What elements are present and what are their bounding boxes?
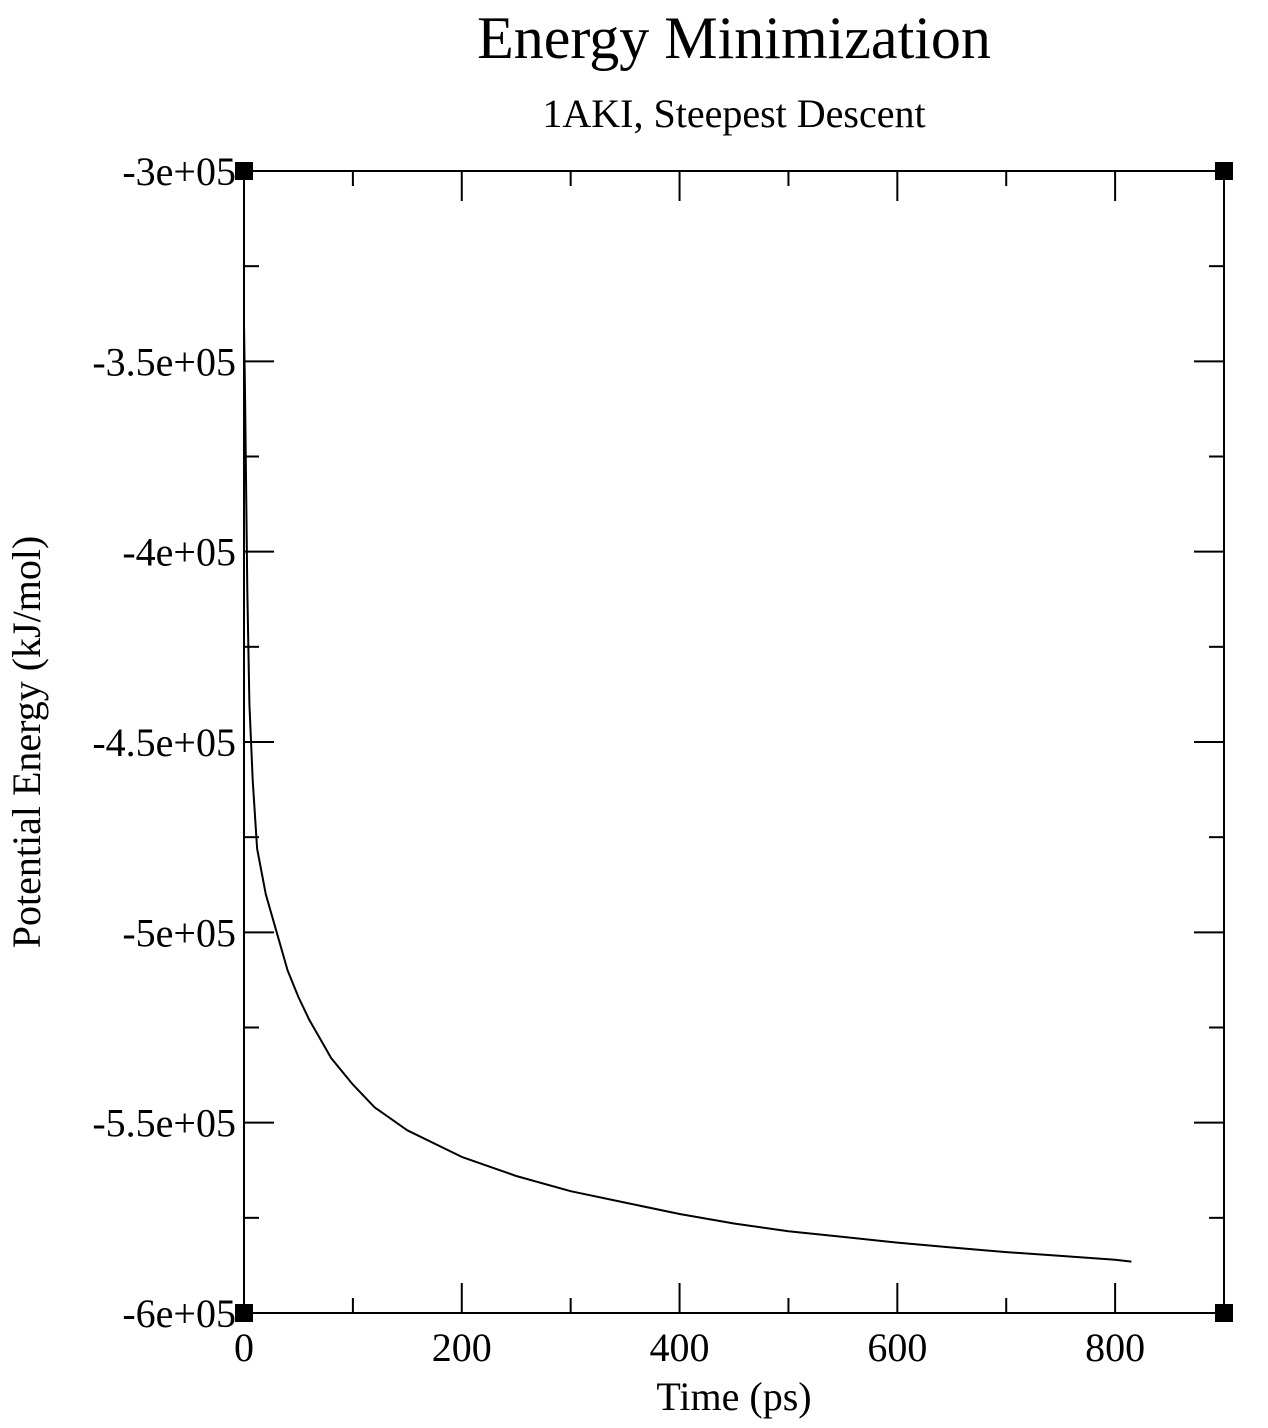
y-tick-label: -3e+05 bbox=[122, 149, 236, 194]
x-tick-label: 200 bbox=[432, 1325, 492, 1370]
chart-title: Energy Minimization bbox=[477, 5, 991, 71]
corner-marker bbox=[235, 1304, 253, 1322]
corner-marker bbox=[1215, 162, 1233, 180]
y-tick-label: -4.5e+05 bbox=[92, 720, 236, 765]
y-tick-label: -5.5e+05 bbox=[92, 1101, 236, 1146]
corner-marker bbox=[235, 162, 253, 180]
series-group bbox=[243, 323, 1132, 1263]
x-tick-label: 0 bbox=[234, 1325, 254, 1370]
corner-markers bbox=[235, 162, 1233, 1322]
chart-subtitle: 1AKI, Steepest Descent bbox=[542, 91, 925, 136]
x-tick-label: 800 bbox=[1085, 1325, 1145, 1370]
plot-frame bbox=[243, 170, 1225, 1314]
x-tick-label: 600 bbox=[867, 1325, 927, 1370]
y-tick-label: -5e+05 bbox=[122, 910, 236, 955]
axis-tick-labels: 0 200 400 600 800 -3e+05 -3.5e+05 -4e+05 -4.5e+0… bbox=[92, 149, 1145, 1370]
axis-ticks bbox=[243, 170, 1224, 1314]
x-axis-label: Time (ps) bbox=[656, 1374, 811, 1419]
y-tick-label: -6e+05 bbox=[122, 1291, 236, 1336]
x-tick-label: 400 bbox=[650, 1325, 710, 1370]
y-tick-label: -3.5e+05 bbox=[92, 339, 236, 384]
corner-marker bbox=[1215, 1304, 1233, 1322]
series-line bbox=[243, 323, 1132, 1263]
y-axis-label: Potential Energy (kJ/mol) bbox=[4, 536, 49, 949]
y-tick-label: -4e+05 bbox=[122, 530, 236, 575]
